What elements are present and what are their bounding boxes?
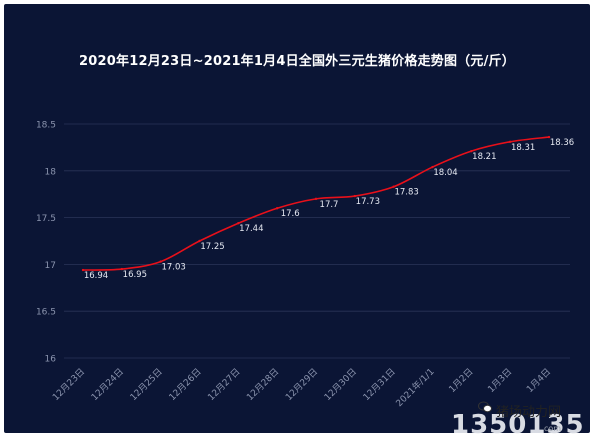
data-point: [470, 149, 473, 153]
y-tick-label: 17.5: [36, 214, 56, 224]
y-tick-label: 16.5: [36, 308, 56, 318]
data-label: 17.25: [200, 242, 224, 252]
x-tick-label: 2021年/1/1: [393, 366, 436, 409]
x-tick-label: 12月24日: [89, 366, 126, 403]
y-tick-label: 18: [45, 167, 57, 177]
data-label: 17.73: [356, 197, 380, 207]
data-label: 17.7: [320, 200, 339, 210]
data-point: [314, 197, 318, 201]
x-tick-label: 1月4日: [525, 366, 554, 395]
x-tick-label: 12月29日: [283, 366, 320, 403]
data-label: 17.83: [394, 188, 418, 198]
data-label: 16.95: [123, 270, 147, 280]
data-point: [431, 165, 434, 169]
data-point: [547, 135, 551, 139]
data-label: 18.36: [550, 138, 574, 148]
y-tick-label: 17: [45, 261, 56, 271]
data-label: 17.6: [281, 209, 300, 219]
y-tick-label: 16: [45, 355, 57, 365]
data-label: 17.03: [161, 263, 185, 273]
chart-panel: [4, 4, 590, 433]
data-label: 16.94: [84, 271, 108, 281]
data-label: 17.44: [239, 224, 263, 234]
data-point: [237, 222, 240, 225]
x-tick-label: 12月25日: [128, 366, 165, 403]
data-label: 18.31: [511, 143, 535, 153]
data-point: [198, 239, 201, 243]
number-watermark: 1350135: [451, 410, 585, 440]
wechat-icon: [478, 401, 492, 413]
y-tick-label: 18.5: [36, 121, 56, 131]
x-tick-label: 1月2日: [447, 366, 476, 395]
x-tick-label: 12月23日: [50, 366, 87, 403]
x-tick-label: 12月27日: [206, 366, 243, 403]
chart-title: 2020年12月23日~2021年1月4日全国外三元生猪价格走势图（元/斤）: [79, 54, 515, 69]
data-label: 18.04: [433, 168, 457, 178]
x-tick-label: 12月26日: [167, 366, 204, 403]
x-tick-label: 12月28日: [245, 366, 282, 403]
data-point: [275, 207, 279, 210]
data-point: [120, 267, 124, 271]
number-watermark-suffix: com: [544, 424, 562, 433]
data-point: [159, 260, 162, 263]
data-point: [81, 268, 85, 272]
data-point: [353, 194, 357, 198]
data-label: 18.21: [472, 152, 496, 162]
data-point: [508, 140, 512, 143]
x-tick-label: 12月30日: [322, 366, 359, 403]
x-tick-label: 12月31日: [361, 366, 398, 403]
data-point: [392, 185, 395, 188]
x-tick-label: 1月3日: [486, 366, 515, 395]
source-watermark: 猪场动力网: [496, 405, 562, 420]
